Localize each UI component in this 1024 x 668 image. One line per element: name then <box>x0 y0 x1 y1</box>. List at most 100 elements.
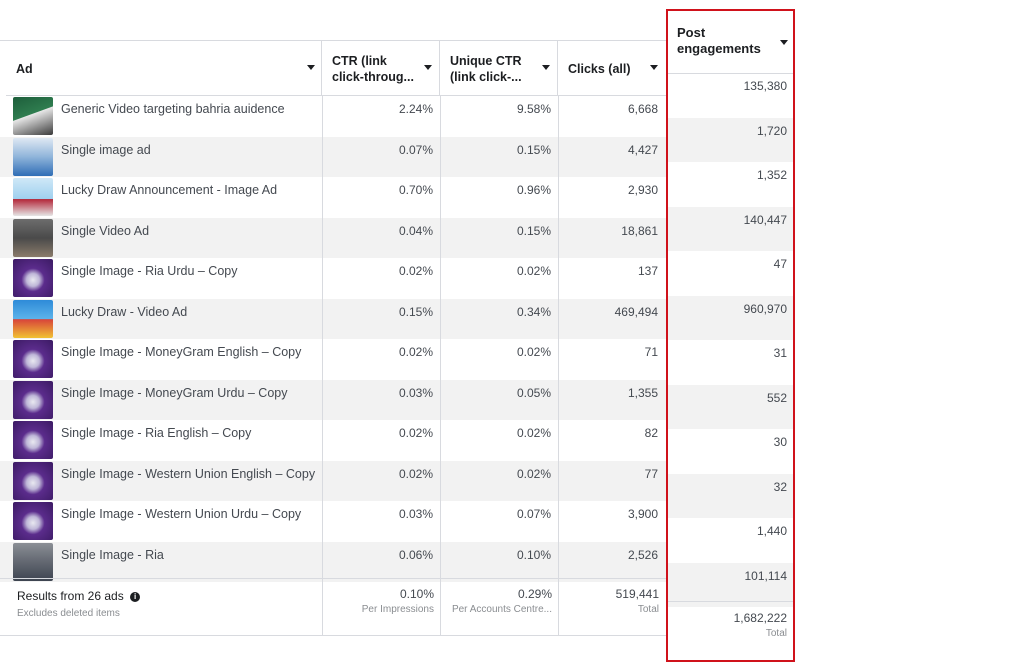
column-divider <box>558 96 559 635</box>
post-engagements-value: 135,380 <box>743 79 787 93</box>
clicks-value: 71 <box>644 345 658 359</box>
post-engagements-value: 140,447 <box>743 212 787 227</box>
footer-ctr-value: 0.10% <box>399 587 434 601</box>
unique-ctr-value: 0.15% <box>516 223 551 238</box>
ctr-value: 0.02% <box>398 345 433 359</box>
caret-down-icon[interactable] <box>650 65 658 70</box>
clicks-value: 2,930 <box>627 183 658 197</box>
table-row[interactable]: Single Image - Western Union English – C… <box>0 460 666 501</box>
ad-thumbnail[interactable] <box>13 502 53 540</box>
caret-down-icon[interactable] <box>424 65 432 70</box>
clicks-value: 2,526 <box>627 547 658 562</box>
post-engagements-value: 1,720 <box>756 123 787 138</box>
ad-thumbnail[interactable] <box>13 259 53 297</box>
clicks-value: 77 <box>644 466 658 481</box>
caret-down-icon[interactable] <box>307 65 315 70</box>
post-engagements-row: 1,352 <box>668 162 793 207</box>
table-row[interactable]: Single Image - Ria 0.06% 0.10% 2,526 <box>0 541 666 582</box>
ad-thumbnail[interactable] <box>13 178 53 216</box>
post-engagements-value: 101,114 <box>744 568 788 583</box>
clicks-value: 6,668 <box>627 102 658 116</box>
clicks-value: 82 <box>644 426 658 440</box>
ad-name[interactable]: Single Image - Ria English – Copy <box>61 426 252 440</box>
ad-thumbnail[interactable] <box>13 421 53 459</box>
column-divider <box>322 96 323 635</box>
ctr-value: 0.06% <box>398 547 433 562</box>
ad-name[interactable]: Single Image - Ria Urdu – Copy <box>61 264 238 278</box>
column-header-ctr[interactable]: CTR (link click-throug... <box>322 41 440 96</box>
post-engagements-column: Post engagements 135,380 1,720 1,352 140,447… <box>666 9 795 662</box>
post-engagements-row: 30 <box>668 429 793 474</box>
table-row[interactable]: Single Video Ad 0.04% 0.15% 18,861 <box>0 217 666 258</box>
footer-post-engagements: 1,682,222 Total <box>734 611 787 639</box>
post-engagements-value: 552 <box>766 390 787 405</box>
ctr-value: 0.03% <box>398 385 433 400</box>
post-engagements-row: 135,380 <box>668 73 793 118</box>
ad-name[interactable]: Single Image - MoneyGram English – Copy <box>61 345 302 359</box>
ad-thumbnail[interactable] <box>13 97 53 135</box>
unique-ctr-value: 9.58% <box>516 102 551 116</box>
clicks-value: 4,427 <box>627 142 658 157</box>
table-row[interactable]: Single Image - Ria Urdu – Copy 0.02% 0.02%… <box>0 258 666 299</box>
ad-name[interactable]: Single Image - MoneyGram Urdu – Copy <box>61 385 288 400</box>
ctr-value: 0.02% <box>398 466 433 481</box>
ad-name[interactable]: Single Image - Western Union Urdu – Copy <box>61 507 302 521</box>
post-engagements-row: 140,447 <box>668 206 793 251</box>
ad-thumbnail[interactable] <box>13 542 53 581</box>
ad-thumbnail[interactable] <box>13 137 53 176</box>
table-row[interactable]: Single Image - MoneyGram Urdu – Copy 0.03… <box>0 379 666 420</box>
column-header-post-engagements[interactable]: Post engagements <box>668 11 793 74</box>
ad-thumbnail[interactable] <box>13 218 53 257</box>
footer-clicks-value: 519,441 <box>615 587 659 601</box>
table-row[interactable]: Lucky Draw Announcement - Image Ad 0.70% 0… <box>0 177 666 218</box>
footer-ctr-sub: Per Impressions <box>361 604 434 615</box>
footer-clicks-sub: Total <box>637 604 659 615</box>
table-row[interactable]: Lucky Draw - Video Ad 0.15% 0.34% 469,494 <box>0 298 666 339</box>
post-engagements-row: 960,970 <box>668 295 793 340</box>
ad-thumbnail[interactable] <box>13 461 53 500</box>
table-row[interactable]: Single Image - MoneyGram English – Copy 0… <box>0 339 666 380</box>
ad-name[interactable]: Single Image - Western Union English – C… <box>61 466 316 481</box>
results-label: Results from 26 ads <box>17 589 124 603</box>
ad-thumbnail[interactable] <box>13 299 53 338</box>
footer-ctr: 0.10% Per Impressions <box>322 587 434 615</box>
column-header-ad[interactable]: Ad <box>6 41 322 96</box>
ctr-value: 0.02% <box>398 264 433 278</box>
results-summary: Results from 26 ads i Excludes deleted i… <box>17 587 141 619</box>
footer-unique-ctr-value: 0.29% <box>517 587 552 601</box>
column-header-clicks[interactable]: Clicks (all) <box>558 41 666 96</box>
ctr-value: 0.70% <box>398 183 433 197</box>
caret-down-icon[interactable] <box>542 65 550 70</box>
ad-name[interactable]: Single Video Ad <box>61 223 150 238</box>
ad-name[interactable]: Single image ad <box>61 142 151 157</box>
ad-name[interactable]: Lucky Draw Announcement - Image Ad <box>61 183 278 197</box>
unique-ctr-value: 0.34% <box>516 304 551 319</box>
column-divider <box>440 96 441 635</box>
post-engagements-row: 32 <box>668 473 793 518</box>
ctr-value: 0.03% <box>398 507 433 521</box>
caret-down-icon[interactable] <box>780 40 788 45</box>
table-row[interactable]: Generic Video targeting bahria auidence 2… <box>0 96 666 137</box>
ctr-value: 0.04% <box>398 223 433 238</box>
ctr-value: 0.02% <box>398 426 433 440</box>
footer-divider <box>0 578 666 579</box>
post-engagements-row: 101,114 <box>668 562 793 607</box>
table-row[interactable]: Single Image - Ria English – Copy 0.02% 0.… <box>0 420 666 461</box>
ad-thumbnail[interactable] <box>13 380 53 419</box>
ad-name[interactable]: Single Image - Ria <box>61 547 164 562</box>
clicks-value: 137 <box>637 264 658 278</box>
table-row[interactable]: Single Image - Western Union Urdu – Copy… <box>0 501 666 542</box>
column-header-unique-ctr[interactable]: Unique CTR (link click-... <box>440 41 558 96</box>
info-icon[interactable]: i <box>130 592 141 602</box>
ad-thumbnail[interactable] <box>13 340 53 378</box>
ad-name[interactable]: Generic Video targeting bahria auidence <box>61 102 285 116</box>
post-engagements-row: 1,720 <box>668 117 793 162</box>
ad-name[interactable]: Lucky Draw - Video Ad <box>61 304 188 319</box>
post-engagements-value: 1,440 <box>756 524 787 538</box>
post-engagements-row: 31 <box>668 340 793 385</box>
unique-ctr-value: 0.96% <box>516 183 551 197</box>
table-row[interactable]: Single image ad 0.07% 0.15% 4,427 <box>0 136 666 177</box>
post-engagements-body: 135,380 1,720 1,352 140,447 47 960,970 31 552 30… <box>668 73 793 607</box>
unique-ctr-value: 0.10% <box>516 547 551 562</box>
column-label-unique-ctr: Unique CTR (link click-... <box>450 54 522 84</box>
